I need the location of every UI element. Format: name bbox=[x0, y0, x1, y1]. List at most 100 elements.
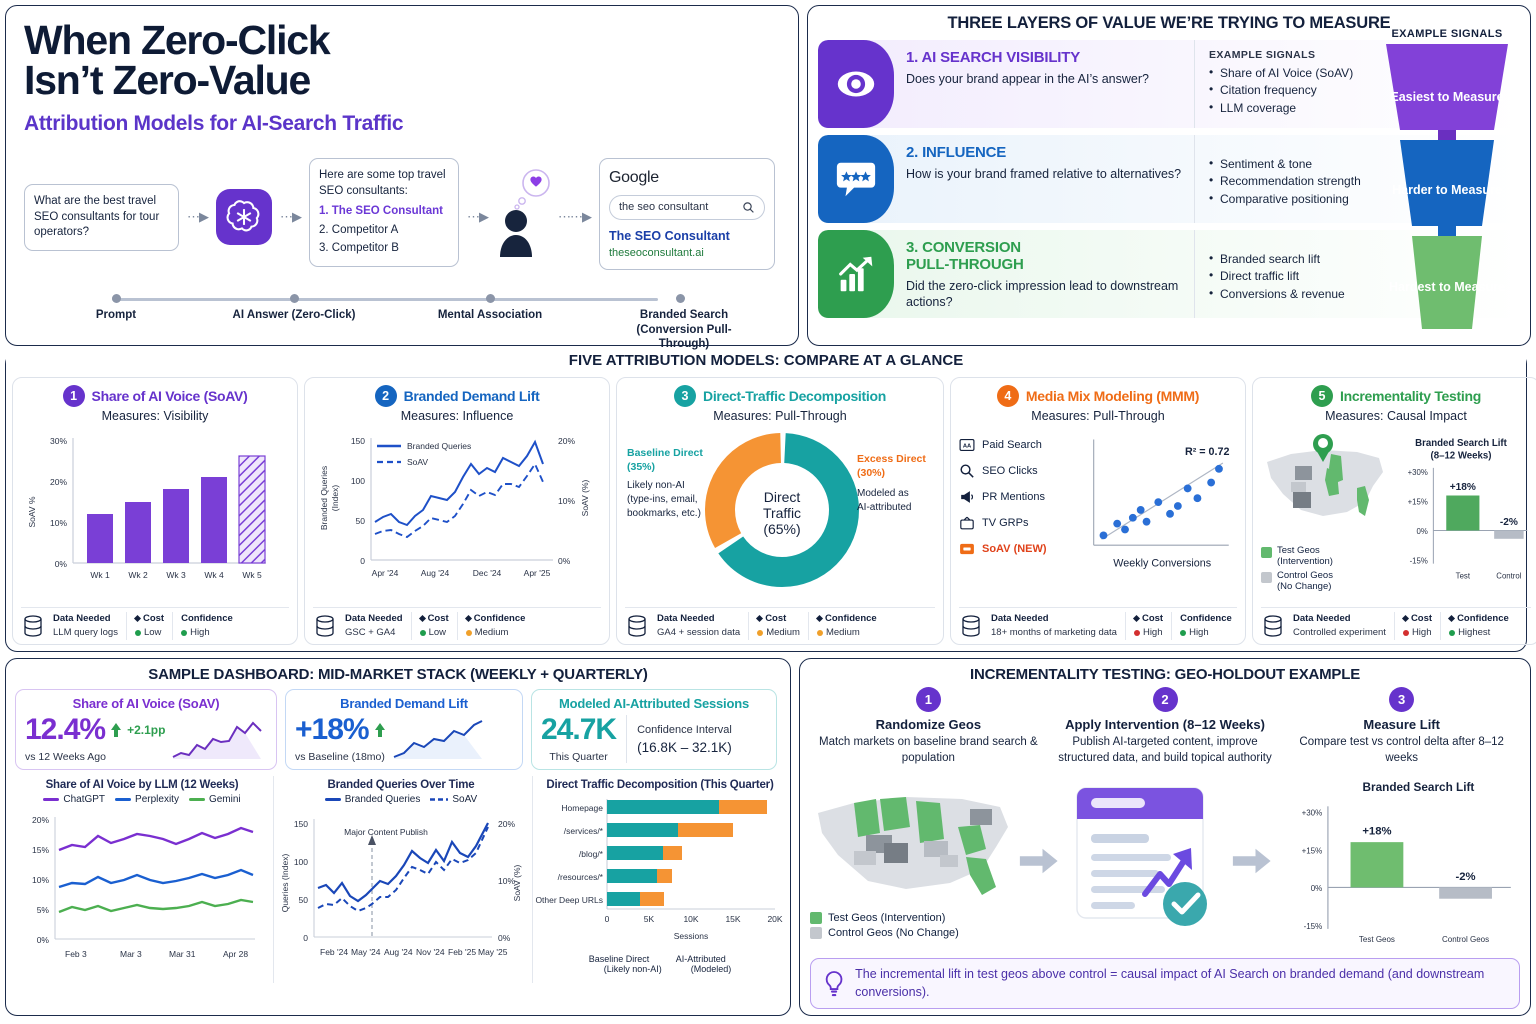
svg-text:50: 50 bbox=[299, 895, 309, 905]
svg-text:0: 0 bbox=[303, 933, 308, 943]
r-squared-annotation: R² = 0.72 bbox=[1185, 446, 1230, 458]
answer-intro: Here are some top travel SEO consultants… bbox=[319, 169, 446, 197]
confidence-label: Confidence bbox=[824, 613, 877, 625]
data-needed-value: GSC + GA4 bbox=[345, 627, 396, 639]
timeline-label-prompt: Prompt bbox=[95, 309, 137, 322]
layer-3-signal: Branded search lift bbox=[1209, 250, 1514, 268]
answer-item-1: 1. The SEO Consultant bbox=[319, 205, 443, 218]
step-title: Apply Intervention (8–12 Weeks) bbox=[1065, 717, 1265, 732]
geo-legend-test: Test Geos (Intervention) bbox=[810, 912, 1016, 925]
incrementality-lift-bar-chart: Branded Search Lift (8–12 Weeks) +30% +1… bbox=[1408, 438, 1528, 580]
data-needed-label: Data Needed bbox=[345, 613, 403, 625]
layer-2-desc: How is your brand framed relative to alt… bbox=[906, 167, 1182, 181]
svg-text:Branded Search Lift: Branded Search Lift bbox=[1415, 438, 1508, 449]
funnel-stage-harder bbox=[1400, 140, 1494, 226]
direct-traffic-hbar-chart: Homepage /services/* /blog/* /resources/… bbox=[535, 799, 783, 941]
chart-soav-by-llm: Share of AI Voice by LLM (12 Weeks) Chat… bbox=[15, 776, 269, 983]
svg-text:Dec '24: Dec '24 bbox=[473, 568, 502, 578]
svg-text:(Index): (Index) bbox=[330, 485, 340, 512]
search-result-title[interactable]: The SEO Consultant bbox=[609, 228, 730, 243]
step-desc: Match markets on baseline brand search &… bbox=[819, 736, 1038, 764]
layer-1-signal: LLM coverage bbox=[1209, 99, 1514, 117]
mmm-channel-pr-mentions: PR Mentions bbox=[959, 484, 1076, 510]
legend-test-geos: Test Geos (Intervention) bbox=[1261, 545, 1389, 568]
model-card-mmm: 4 Media Mix Modeling (MMM) Measures: Pul… bbox=[950, 377, 1246, 645]
flow-arrow-right-icon bbox=[1019, 848, 1058, 874]
geo-step-2: 2 Apply Intervention (8–12 Weeks) Publis… bbox=[1047, 687, 1284, 766]
google-wordmark: Google bbox=[609, 169, 659, 187]
svg-text:Apr 28: Apr 28 bbox=[223, 949, 248, 959]
layer-1-signal: Citation frequency bbox=[1209, 81, 1514, 99]
svg-text:5K: 5K bbox=[644, 914, 655, 924]
model-title: Branded Demand Lift bbox=[403, 388, 540, 404]
cost-label: Cost bbox=[1410, 613, 1433, 625]
soav-llm-line-chart: 20% 15% 10% 5% 0% Feb 3 Mar 3 Mar 31 Ap bbox=[32, 815, 255, 959]
hero-panel: When Zero-Click Isn’t Zero-Value Attribu… bbox=[5, 5, 799, 350]
search-input[interactable]: the seo consultant bbox=[609, 194, 765, 220]
kpi-sub: vs Baseline (18mo) bbox=[295, 751, 385, 763]
svg-text:0%: 0% bbox=[1310, 884, 1322, 893]
kpi-ci-value: (16.8K – 32.1K) bbox=[637, 739, 732, 755]
model-card-incrementality: 5 Incrementality Testing Measures: Causa… bbox=[1252, 377, 1536, 645]
svg-text:Major Content Publish: Major Content Publish bbox=[344, 827, 428, 837]
soav-new-icon bbox=[960, 543, 974, 555]
data-needed-value: Controlled experiment bbox=[1293, 627, 1386, 639]
step-badge: 1 bbox=[915, 687, 941, 712]
database-icon bbox=[1264, 615, 1282, 637]
svg-text:/services/*: /services/* bbox=[564, 826, 604, 836]
svg-text:Modeled as: Modeled as bbox=[857, 488, 909, 499]
step-desc: Publish AI-targeted content, improve str… bbox=[1058, 736, 1272, 764]
svg-text:/resources/*: /resources/* bbox=[558, 872, 604, 882]
svg-text:15%: 15% bbox=[32, 845, 49, 855]
three-layers-panel: THREE LAYERS OF VALUE WE’RE TRYING TO ME… bbox=[807, 5, 1531, 346]
cost-value: High bbox=[1142, 627, 1163, 639]
geo-map-block: Test Geos (Intervention) Control Geos (N… bbox=[810, 783, 1016, 940]
timeline-dot bbox=[486, 294, 495, 304]
svg-text:Baseline Direct: Baseline Direct bbox=[627, 447, 703, 459]
svg-text:Wk 1: Wk 1 bbox=[90, 570, 110, 580]
mmm-channel-paid-search: AA Paid Search bbox=[959, 432, 1076, 458]
timeline-label-mental-association: Mental Association bbox=[437, 309, 543, 322]
geo-callout: The incremental lift in test geos above … bbox=[810, 958, 1520, 1010]
svg-text:Wk 5: Wk 5 bbox=[242, 570, 262, 580]
layer-conversion-pull-through: 3. CONVERSION PULL-THROUGH Did the zero-… bbox=[818, 230, 1520, 318]
svg-text:(35%): (35%) bbox=[627, 461, 655, 473]
svg-text:0%: 0% bbox=[37, 935, 50, 945]
lightbulb-icon bbox=[825, 970, 843, 996]
svg-text:Test: Test bbox=[1456, 571, 1471, 580]
layer-3-signal: Conversions & revenue bbox=[1209, 285, 1514, 303]
step-title: Randomize Geos bbox=[875, 717, 982, 732]
kpi-value: 12.4% bbox=[25, 713, 106, 746]
layer-2-signal: Recommendation strength bbox=[1209, 172, 1514, 190]
flow-arrow-right-icon bbox=[1233, 848, 1271, 874]
legend-gemini: Gemini bbox=[188, 794, 241, 805]
megaphone-icon bbox=[961, 491, 974, 503]
svg-text:Feb '25: Feb '25 bbox=[448, 947, 476, 957]
svg-text:Excess Direct: Excess Direct bbox=[857, 453, 926, 465]
svg-text:0%: 0% bbox=[558, 556, 571, 566]
model-measures: Measures: Causal Impact bbox=[1325, 409, 1467, 423]
funnel-caption: EXAMPLE SIGNALS bbox=[1391, 28, 1503, 40]
kpi-value: +18% bbox=[295, 713, 370, 746]
chart-direct-traffic-decomposition: Direct Traffic Decomposition (This Quart… bbox=[532, 776, 787, 983]
answer-item-2: 2. Competitor A bbox=[319, 223, 399, 236]
cost-label: Cost bbox=[1141, 613, 1164, 625]
branded-demand-line-chart: 150 100 50 0 20% 10% 0% Branded Queries … bbox=[319, 436, 590, 578]
branded-queries-line-chart: 150 100 50 0 20% 10% 0% Queries (Index) … bbox=[280, 819, 522, 957]
us-map-test-control-icon bbox=[1267, 434, 1383, 516]
svg-text:SoAV: SoAV bbox=[407, 457, 428, 467]
data-needed-value: GA4 + session data bbox=[657, 627, 741, 639]
svg-text:10%: 10% bbox=[498, 876, 515, 886]
data-needed-label: Data Needed bbox=[657, 613, 715, 625]
svg-text:Nov '24: Nov '24 bbox=[416, 947, 445, 957]
flow-arrow-icon: ⋯▶ bbox=[187, 209, 209, 225]
svg-text:+30%: +30% bbox=[1301, 809, 1322, 818]
growth-chart-icon bbox=[818, 230, 894, 318]
eye-icon bbox=[818, 40, 894, 128]
legend-chatgpt: ChatGPT bbox=[43, 794, 105, 805]
database-icon bbox=[962, 615, 980, 637]
dashboard-title: SAMPLE DASHBOARD: MID-MARKET STACK (WEEK… bbox=[148, 666, 648, 683]
svg-text:-15%: -15% bbox=[1303, 922, 1322, 931]
data-needed-value: LLM query logs bbox=[53, 627, 118, 639]
